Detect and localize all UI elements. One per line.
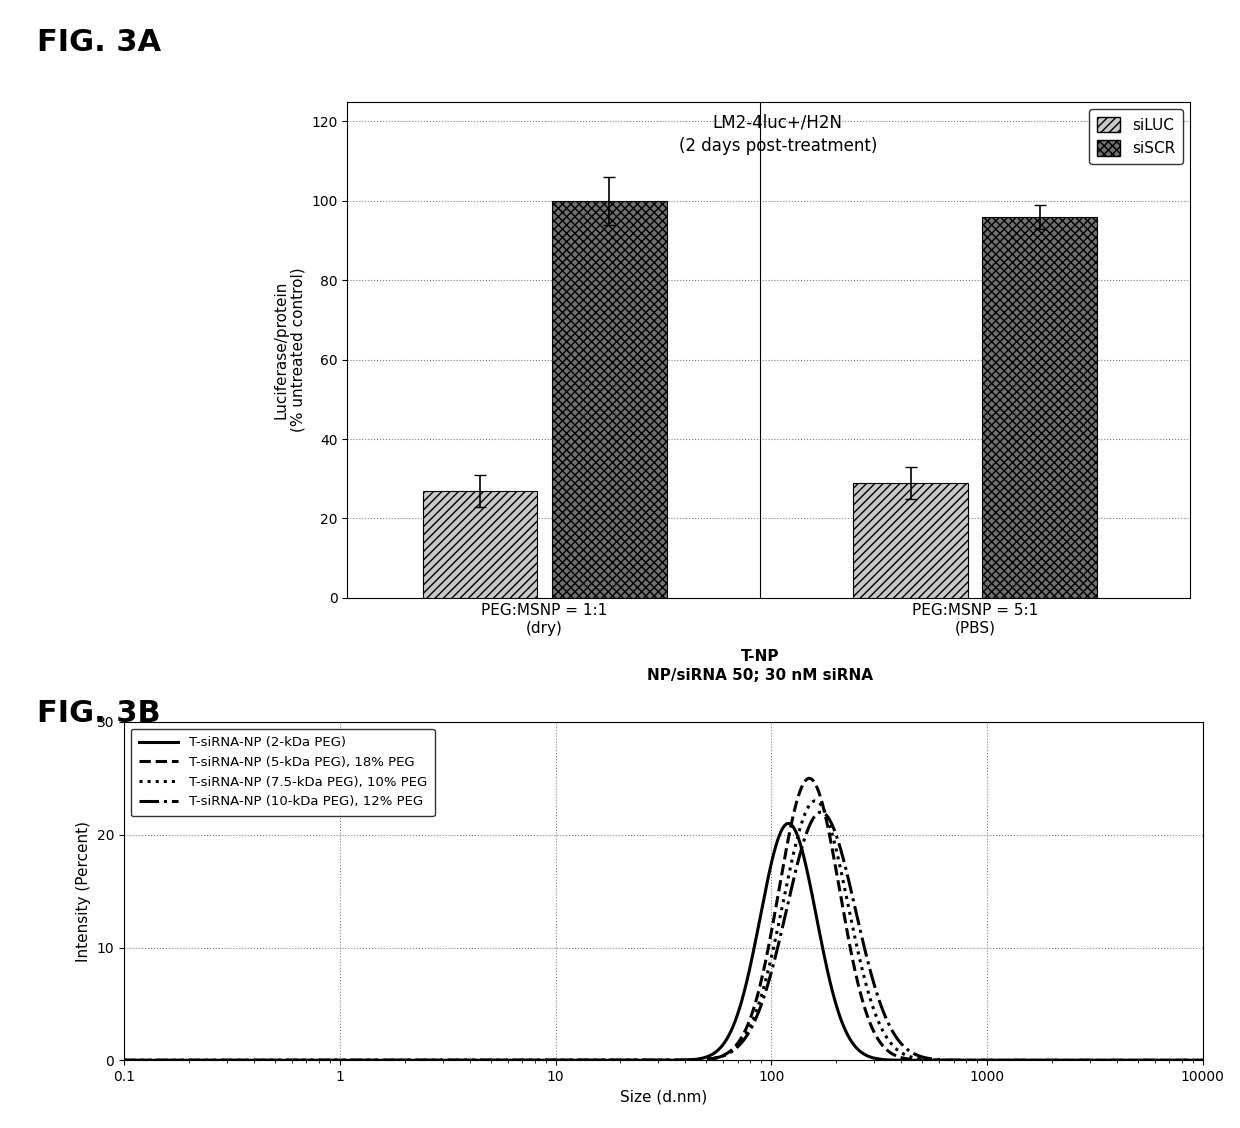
Legend: T-siRNA-NP (2-kDa PEG), T-siRNA-NP (5-kDa PEG), 18% PEG, T-siRNA-NP (7.5-kDa PEG: T-siRNA-NP (2-kDa PEG), T-siRNA-NP (5-kD… xyxy=(130,729,435,817)
Text: PEG:MSNP = 1:1
(dry): PEG:MSNP = 1:1 (dry) xyxy=(481,603,608,636)
T-siRNA-NP (5-kDa PEG), 18% PEG xyxy=(117,1054,131,1067)
T-siRNA-NP (2-kDa PEG) xyxy=(975,1054,990,1067)
T-siRNA-NP (10-kDa PEG), 12% PEG xyxy=(755,995,770,1008)
T-siRNA-NP (5-kDa PEG), 18% PEG xyxy=(975,1054,990,1067)
T-siRNA-NP (7.5-kDa PEG), 10% PEG xyxy=(802,799,817,812)
Text: PEG:MSNP = 5:1
(PBS): PEG:MSNP = 5:1 (PBS) xyxy=(911,603,1038,636)
Line: T-siRNA-NP (7.5-kDa PEG), 10% PEG: T-siRNA-NP (7.5-kDa PEG), 10% PEG xyxy=(124,801,1203,1060)
T-siRNA-NP (5-kDa PEG), 18% PEG xyxy=(1195,1054,1210,1067)
T-siRNA-NP (7.5-kDa PEG), 10% PEG xyxy=(808,794,823,808)
Y-axis label: Luciferase/protein
(% untreated control): Luciferase/protein (% untreated control) xyxy=(273,267,305,432)
T-siRNA-NP (2-kDa PEG) xyxy=(781,817,796,830)
Bar xyxy=(423,491,537,598)
Text: T-NP: T-NP xyxy=(740,649,779,663)
Line: T-siRNA-NP (10-kDa PEG), 12% PEG: T-siRNA-NP (10-kDa PEG), 12% PEG xyxy=(124,812,1203,1060)
T-siRNA-NP (2-kDa PEG) xyxy=(1195,1054,1210,1067)
T-siRNA-NP (5-kDa PEG), 18% PEG xyxy=(507,1054,522,1067)
T-siRNA-NP (10-kDa PEG), 12% PEG xyxy=(1195,1054,1210,1067)
T-siRNA-NP (2-kDa PEG) xyxy=(117,1054,131,1067)
Bar xyxy=(982,217,1097,598)
T-siRNA-NP (10-kDa PEG), 12% PEG xyxy=(975,1054,990,1067)
Legend: siLUC, siSCR: siLUC, siSCR xyxy=(1089,109,1183,164)
T-siRNA-NP (7.5-kDa PEG), 10% PEG xyxy=(1195,1054,1210,1067)
T-siRNA-NP (2-kDa PEG) xyxy=(171,1054,186,1067)
T-siRNA-NP (7.5-kDa PEG), 10% PEG xyxy=(975,1054,990,1067)
T-siRNA-NP (2-kDa PEG) xyxy=(755,900,770,914)
T-siRNA-NP (2-kDa PEG) xyxy=(916,1054,931,1067)
T-siRNA-NP (7.5-kDa PEG), 10% PEG xyxy=(171,1054,186,1067)
T-siRNA-NP (5-kDa PEG), 18% PEG xyxy=(802,772,817,785)
T-siRNA-NP (2-kDa PEG) xyxy=(507,1054,522,1067)
Bar xyxy=(853,483,968,598)
T-siRNA-NP (10-kDa PEG), 12% PEG xyxy=(117,1054,131,1067)
T-siRNA-NP (10-kDa PEG), 12% PEG xyxy=(916,1050,931,1064)
T-siRNA-NP (7.5-kDa PEG), 10% PEG xyxy=(755,986,770,999)
Text: LM2-4luc+/H2N
(2 days post-treatment): LM2-4luc+/H2N (2 days post-treatment) xyxy=(678,114,877,155)
T-siRNA-NP (2-kDa PEG) xyxy=(802,875,817,889)
T-siRNA-NP (7.5-kDa PEG), 10% PEG xyxy=(117,1054,131,1067)
Text: FIG. 3A: FIG. 3A xyxy=(37,28,161,58)
Bar xyxy=(552,201,667,598)
T-siRNA-NP (7.5-kDa PEG), 10% PEG xyxy=(507,1054,522,1067)
T-siRNA-NP (10-kDa PEG), 12% PEG xyxy=(171,1054,186,1067)
T-siRNA-NP (10-kDa PEG), 12% PEG xyxy=(813,805,828,819)
T-siRNA-NP (7.5-kDa PEG), 10% PEG xyxy=(916,1052,931,1066)
T-siRNA-NP (10-kDa PEG), 12% PEG xyxy=(507,1054,522,1067)
Y-axis label: Intensity (Percent): Intensity (Percent) xyxy=(76,821,91,961)
Text: NP/siRNA 50; 30 nM siRNA: NP/siRNA 50; 30 nM siRNA xyxy=(647,668,873,682)
Line: T-siRNA-NP (2-kDa PEG): T-siRNA-NP (2-kDa PEG) xyxy=(124,823,1203,1060)
T-siRNA-NP (5-kDa PEG), 18% PEG xyxy=(755,969,770,982)
T-siRNA-NP (5-kDa PEG), 18% PEG xyxy=(802,772,817,785)
T-siRNA-NP (10-kDa PEG), 12% PEG xyxy=(802,819,817,832)
T-siRNA-NP (5-kDa PEG), 18% PEG xyxy=(916,1054,931,1067)
Text: FIG. 3B: FIG. 3B xyxy=(37,699,161,729)
T-siRNA-NP (5-kDa PEG), 18% PEG xyxy=(171,1054,186,1067)
Line: T-siRNA-NP (5-kDa PEG), 18% PEG: T-siRNA-NP (5-kDa PEG), 18% PEG xyxy=(124,778,1203,1060)
X-axis label: Size (d.nm): Size (d.nm) xyxy=(620,1090,707,1104)
